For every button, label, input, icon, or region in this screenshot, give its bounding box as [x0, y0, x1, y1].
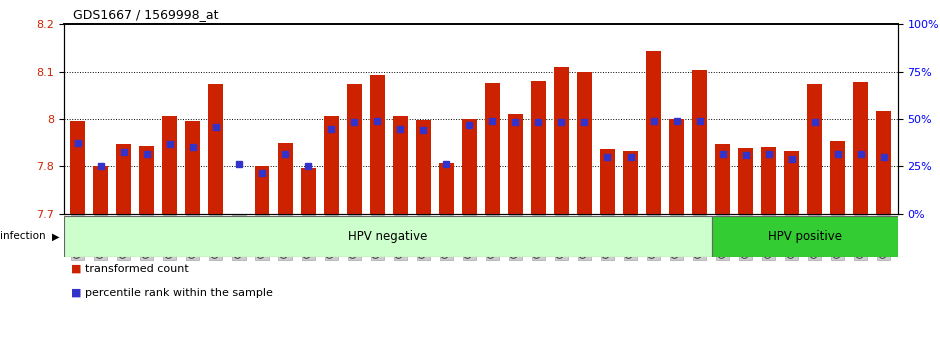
- Bar: [139, 146, 154, 214]
- Bar: [255, 167, 270, 214]
- Bar: [347, 84, 362, 214]
- Bar: [323, 117, 338, 214]
- Bar: [669, 119, 684, 214]
- Text: ■: ■: [71, 288, 82, 298]
- Text: GDS1667 / 1569998_at: GDS1667 / 1569998_at: [73, 8, 219, 21]
- Text: HPV positive: HPV positive: [768, 230, 842, 243]
- Bar: [600, 149, 615, 214]
- Text: percentile rank within the sample: percentile rank within the sample: [85, 288, 273, 298]
- Text: ▶: ▶: [52, 231, 59, 241]
- Bar: [485, 83, 500, 214]
- Bar: [692, 70, 707, 214]
- Bar: [70, 121, 86, 214]
- Bar: [715, 144, 730, 214]
- Bar: [393, 116, 408, 214]
- Bar: [277, 143, 292, 214]
- Bar: [508, 114, 523, 214]
- Bar: [761, 148, 776, 214]
- Text: HPV negative: HPV negative: [349, 230, 428, 243]
- Bar: [209, 84, 224, 214]
- Bar: [807, 84, 822, 214]
- Bar: [738, 148, 753, 214]
- Bar: [646, 51, 661, 214]
- Text: infection: infection: [0, 231, 46, 241]
- Bar: [117, 144, 132, 214]
- Bar: [830, 141, 845, 214]
- Bar: [462, 119, 477, 214]
- Text: transformed count: transformed count: [85, 264, 188, 274]
- Bar: [713, 216, 898, 257]
- Bar: [64, 216, 713, 257]
- Bar: [623, 151, 638, 214]
- Bar: [185, 121, 200, 214]
- Bar: [577, 72, 592, 214]
- Bar: [439, 163, 454, 214]
- Bar: [369, 76, 384, 214]
- Bar: [93, 167, 108, 214]
- Bar: [784, 151, 799, 214]
- Bar: [876, 111, 891, 214]
- Text: ■: ■: [71, 264, 82, 274]
- Bar: [415, 120, 431, 214]
- Bar: [554, 67, 569, 214]
- Bar: [301, 168, 316, 214]
- Bar: [231, 214, 246, 215]
- Bar: [531, 81, 546, 214]
- Bar: [163, 116, 178, 214]
- Bar: [854, 82, 869, 214]
